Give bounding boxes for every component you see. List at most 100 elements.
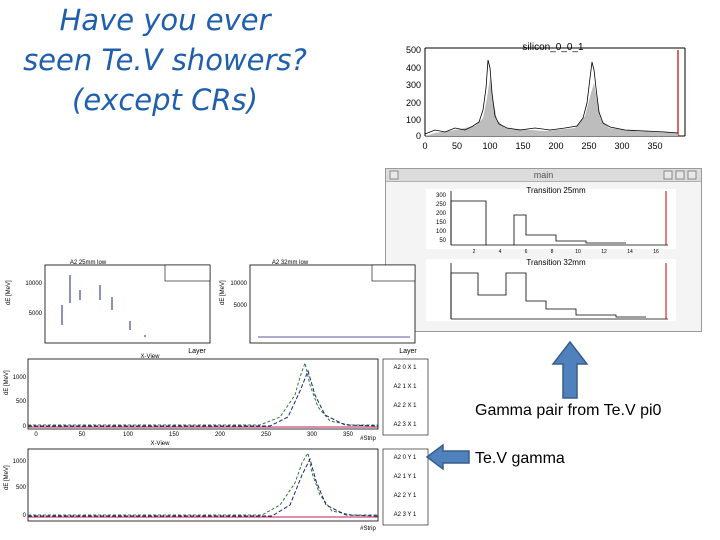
hist1-line bbox=[450, 200, 626, 245]
strip-x-xlabel: #Strip bbox=[360, 436, 376, 442]
hist1-xtick: 16 bbox=[653, 249, 659, 255]
legend-y-0: A2 0 Y 1 bbox=[394, 455, 417, 461]
x-tick-150: 150 bbox=[515, 141, 530, 151]
strip-plots-svg: dE [MeV] 1000 500 0 A2 0 X 1 A2 1 X 1 A2… bbox=[4, 358, 429, 532]
x-tick-100: 100 bbox=[482, 141, 497, 151]
title-line-2: seen Te.V showers? bbox=[23, 43, 307, 77]
strip-y-xlabel: #Strip bbox=[360, 526, 376, 532]
strip-x-frame bbox=[27, 358, 379, 430]
x-tick-200: 200 bbox=[548, 141, 563, 151]
y-tick-400: 400 bbox=[406, 63, 421, 73]
main-window-title: main bbox=[533, 170, 554, 180]
strip-x-ytick: 0 bbox=[23, 424, 27, 430]
strip-y-ylabel: dE [MeV] bbox=[4, 465, 10, 490]
hist1-xtick: 8 bbox=[551, 249, 554, 255]
hist1-y-ticks: 300 250 200 150 100 50 bbox=[436, 193, 447, 244]
y-tick-200: 200 bbox=[406, 98, 421, 108]
hist1-xtick: 2 bbox=[473, 249, 476, 255]
legend-y-3: A2 3 Y 1 bbox=[394, 512, 417, 518]
strip-x-legend bbox=[382, 358, 429, 436]
strip-x-xtick: 100 bbox=[123, 432, 134, 438]
legend-x-0: A2 0 X 1 bbox=[393, 365, 417, 371]
strip-x-series1 bbox=[28, 369, 379, 427]
strip-x-xtick: 50 bbox=[79, 432, 86, 438]
strip-x-series0 bbox=[28, 361, 378, 426]
maximize-icon[interactable] bbox=[675, 170, 685, 180]
strip-x-ylabel: dE [MeV] bbox=[4, 370, 10, 395]
y-tick-500: 500 bbox=[406, 45, 421, 55]
up-arrow-icon bbox=[551, 340, 589, 399]
layer-right-title: A2 32mm low bbox=[272, 260, 309, 266]
layer-right-ylabel: dE [MeV] bbox=[220, 280, 226, 305]
strip-x-xtick: 150 bbox=[169, 432, 180, 438]
spectrum-line bbox=[424, 59, 679, 135]
strip-y-series0 bbox=[28, 451, 378, 516]
hist1-x-ticks: 2 4 6 8 10 12 14 16 bbox=[473, 249, 659, 255]
main-window-titlebar[interactable]: main bbox=[386, 169, 701, 182]
x-tick-0: 0 bbox=[422, 141, 427, 151]
gamma-pair-label: Gamma pair from Te.V pi0 bbox=[475, 402, 662, 419]
legend-y-2: A2 2 Y 1 bbox=[394, 493, 417, 499]
y-tick-0: 0 bbox=[416, 131, 421, 141]
strip-y-frame bbox=[27, 448, 379, 522]
hist1-ytick: 300 bbox=[436, 193, 447, 199]
strip-x-xtick: 250 bbox=[261, 432, 272, 438]
strip-x-xticks: 0 50 100 150 200 250 300 350 bbox=[34, 432, 353, 438]
left-arrow-icon bbox=[425, 443, 470, 471]
hist1-xtick: 4 bbox=[499, 249, 502, 255]
hist1-ytick: 250 bbox=[436, 202, 447, 208]
hist1-bg bbox=[426, 189, 676, 249]
close-icon[interactable] bbox=[687, 170, 697, 180]
layer-left-legend bbox=[164, 264, 211, 282]
layer-left-subtitle: X-View bbox=[141, 354, 161, 360]
strip-x-ytick: 500 bbox=[16, 399, 27, 405]
strip-y-ytick: 500 bbox=[16, 485, 27, 491]
layer-plots: A2 25mm low dE [MeV] 10000 5000 Layer X-… bbox=[0, 255, 425, 360]
strip-x-xtick: 200 bbox=[215, 432, 226, 438]
y-tick-100: 100 bbox=[406, 115, 421, 125]
layer-left-xlabel: Layer bbox=[188, 348, 206, 355]
hist1-ytick: 200 bbox=[436, 211, 447, 217]
minimize-icon[interactable] bbox=[663, 170, 673, 180]
strip-y-ytick: 0 bbox=[23, 513, 27, 519]
strip-x-ytick: 1000 bbox=[13, 375, 27, 381]
top-plot-title: silicon_0_0_1 bbox=[522, 42, 584, 53]
legend-x-3: A2 3 X 1 bbox=[393, 422, 417, 428]
strip-y-ytick: 1000 bbox=[13, 459, 27, 465]
hist1-xtick: 12 bbox=[601, 249, 607, 255]
layer-right-ytick: 10000 bbox=[230, 281, 247, 287]
tev-gamma-label: Te.V gamma bbox=[475, 450, 565, 467]
window-menu-icon[interactable] bbox=[389, 170, 399, 180]
y-tick-300: 300 bbox=[406, 80, 421, 90]
layer-right-xlabel: Layer bbox=[399, 348, 417, 355]
strip-plots: dE [MeV] 1000 500 0 A2 0 X 1 A2 1 X 1 A2… bbox=[0, 355, 440, 535]
strip-y-legend bbox=[382, 448, 429, 526]
layer-left-ylabel: dE [MeV] bbox=[6, 280, 12, 305]
layer-left-title: A2 25mm low bbox=[70, 260, 107, 266]
main-window-svg: Transition 25mm 300 250 200 150 100 50 2… bbox=[389, 170, 697, 321]
spectrum-band bbox=[425, 78, 678, 136]
layer-left-ytick: 5000 bbox=[29, 311, 43, 317]
hist1-xtick: 14 bbox=[627, 249, 633, 255]
layer-left-ytick: 10000 bbox=[25, 281, 42, 287]
hist2-bg bbox=[426, 259, 676, 321]
top-spectrum-plot: silicon_0_0_1 500 400 300 200 100 0 0 50… bbox=[395, 38, 700, 158]
strip-x-xtick: 300 bbox=[307, 432, 318, 438]
x-tick-350: 350 bbox=[647, 141, 662, 151]
strip-x-view: X-View bbox=[151, 441, 171, 447]
hist1-xtick: 10 bbox=[575, 249, 581, 255]
hist1-ytick: 100 bbox=[436, 229, 447, 235]
hist2-line bbox=[450, 272, 646, 319]
x-tick-300: 300 bbox=[614, 141, 629, 151]
strip-x-xtick: 350 bbox=[343, 432, 354, 438]
layer-right-ytick: 5000 bbox=[234, 303, 248, 309]
layer-left-marks bbox=[61, 275, 146, 337]
main-window[interactable]: main Transition 25mm 300 250 200 150 100… bbox=[385, 168, 702, 332]
hist2-title: Transition 32mm bbox=[526, 258, 586, 267]
hist1-title: Transition 25mm bbox=[526, 186, 586, 195]
slide-title: Have you ever seen Te.V showers? (except… bbox=[0, 0, 330, 120]
y-tick-labels: 500 400 300 200 100 0 bbox=[406, 45, 421, 141]
legend-y-1: A2 1 Y 1 bbox=[394, 474, 417, 480]
legend-x-2: A2 2 X 1 bbox=[393, 403, 417, 409]
hist1-ytick: 50 bbox=[439, 238, 446, 244]
